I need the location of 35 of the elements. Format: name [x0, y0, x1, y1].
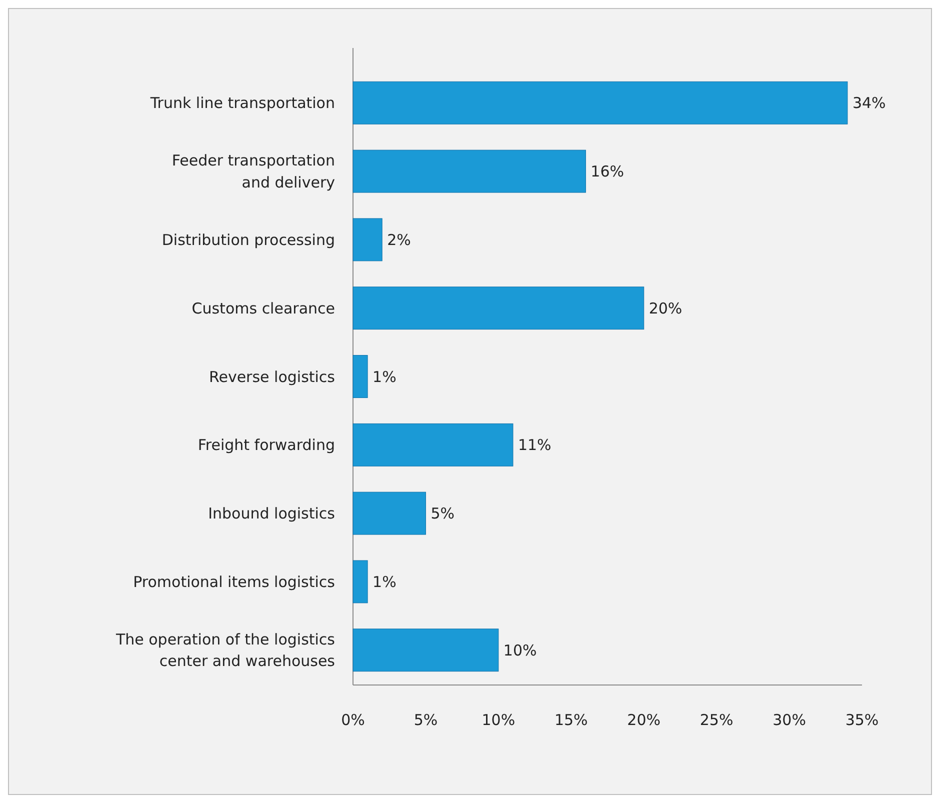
data-label: 11%: [518, 436, 552, 454]
data-label: 16%: [590, 162, 624, 181]
y-tick-label: Promotional items logistics: [133, 572, 336, 591]
x-tick-label: 15%: [554, 711, 588, 729]
x-tick-label: 35%: [845, 711, 879, 729]
data-label: 1%: [372, 572, 396, 591]
bar: [352, 628, 499, 672]
y-tick-label: Inbound logistics: [208, 504, 336, 523]
x-tick-label: 5%: [414, 711, 438, 729]
x-tick-label: 30%: [772, 711, 806, 729]
y-tick-label: Freight forwarding: [198, 436, 335, 454]
bar: [352, 492, 426, 535]
x-tick-label: 25%: [700, 711, 734, 729]
y-tick-label: Feeder transportation and delivery: [172, 152, 336, 192]
bar: [352, 81, 848, 124]
bar: [352, 218, 382, 262]
y-tick-label: The operation of the logistics center and warehouses: [114, 630, 336, 670]
bar: [352, 423, 514, 466]
data-label: 20%: [648, 299, 682, 318]
bar: [352, 286, 644, 330]
data-label: 34%: [852, 94, 886, 112]
y-tick-label: Reverse logistics: [208, 368, 336, 386]
bar: [352, 355, 368, 398]
data-label: 10%: [503, 641, 537, 660]
y-tick-label: Customs clearance: [192, 299, 335, 318]
y-tick-label: Distribution processing: [162, 230, 335, 249]
x-tick-label: 0%: [341, 711, 365, 729]
data-label: 2%: [387, 230, 411, 249]
x-tick-label: 10%: [482, 711, 516, 729]
bar: [352, 560, 368, 604]
data-label: 5%: [430, 504, 455, 523]
data-label: 1%: [372, 368, 396, 386]
bar: [352, 150, 586, 193]
x-tick-label: 20%: [627, 711, 661, 729]
y-tick-label: Trunk line transportation: [149, 94, 335, 112]
